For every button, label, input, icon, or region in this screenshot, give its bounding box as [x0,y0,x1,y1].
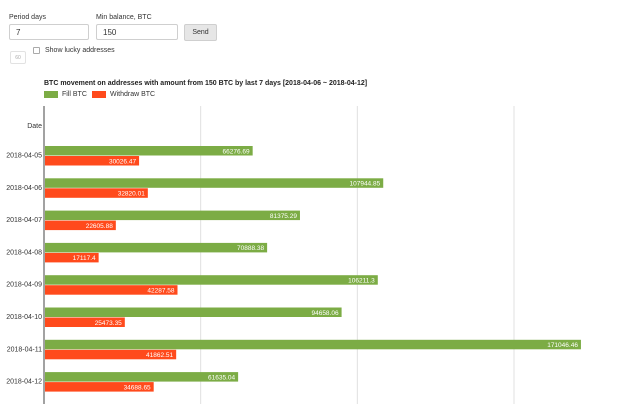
bar-fill[interactable] [45,307,342,318]
data-label: 25473.35 [95,320,122,327]
legend-swatch-withdraw [92,91,106,98]
legend-item-withdraw[interactable]: Withdraw BTC [92,91,155,98]
category-label: 2018-04-12 [6,379,42,386]
category-label: 2018-04-06 [6,185,42,192]
data-label: 32820.01 [118,191,145,198]
min-balance-input[interactable] [96,24,178,40]
bar-withdraw[interactable] [45,252,99,263]
bar-fill[interactable] [45,372,239,382]
category-label: 2018-04-10 [6,314,42,321]
category-label: 2018-04-09 [6,282,42,289]
period-days-input[interactable] [9,24,89,40]
bar-withdraw[interactable] [45,317,125,328]
bar-fill[interactable] [45,178,384,188]
data-label: 34688.65 [124,384,151,391]
show-lucky-label: Show lucky addresses [45,47,115,54]
chart-title: BTC movement on addresses with amount fr… [44,80,368,87]
chart-bars: 2018-04-05 66276.69 30026.47 2018-04-06 1079… [6,146,581,392]
legend-item-fill[interactable]: Fill BTC [44,91,87,98]
bar-withdraw[interactable] [45,349,177,360]
chart-grid [43,106,515,404]
bar-withdraw[interactable] [45,220,116,231]
send-button[interactable]: Send [184,24,217,41]
data-label: 42287.58 [147,288,174,295]
bar-fill[interactable] [45,210,300,221]
data-label: 94658.06 [311,310,338,317]
data-label: 17117.4 [73,255,96,262]
data-label: 66276.69 [223,148,250,155]
data-label: 107944.85 [349,181,380,188]
legend-label-withdraw: Withdraw BTC [110,91,156,98]
category-label: 2018-04-08 [6,249,42,256]
bar-fill[interactable] [45,146,253,156]
bar-withdraw[interactable] [45,156,140,166]
category-label: 2018-04-11 [7,346,42,353]
period-days-label: Period days [9,14,46,21]
bar-withdraw[interactable] [45,285,178,295]
bar-withdraw[interactable] [45,188,148,198]
legend-label-fill: Fill BTC [62,91,87,98]
bar-withdraw[interactable] [45,382,154,392]
legend-swatch-fill [44,91,58,98]
category-label: 2018-04-05 [6,153,42,160]
data-label: 22605.88 [86,223,113,230]
data-label: 70888.38 [237,245,264,252]
category-label: 2018-04-07 [6,217,42,224]
data-label: 171046.46 [547,342,578,349]
data-label: 81375.29 [270,213,297,220]
bar-fill[interactable] [45,242,268,253]
min-balance-label: Min balance, BTC [96,14,152,21]
bar-fill[interactable] [45,339,581,350]
small-disabled-button[interactable]: 60 [10,51,26,64]
y-axis-title: Date [27,123,42,130]
data-label: 106211.3 [348,278,375,285]
show-lucky-checkbox[interactable] [33,47,40,54]
data-label: 61635.04 [208,374,235,381]
bar-fill[interactable] [45,275,378,285]
data-label: 41862.51 [146,352,173,359]
data-label: 30026.47 [109,158,136,165]
